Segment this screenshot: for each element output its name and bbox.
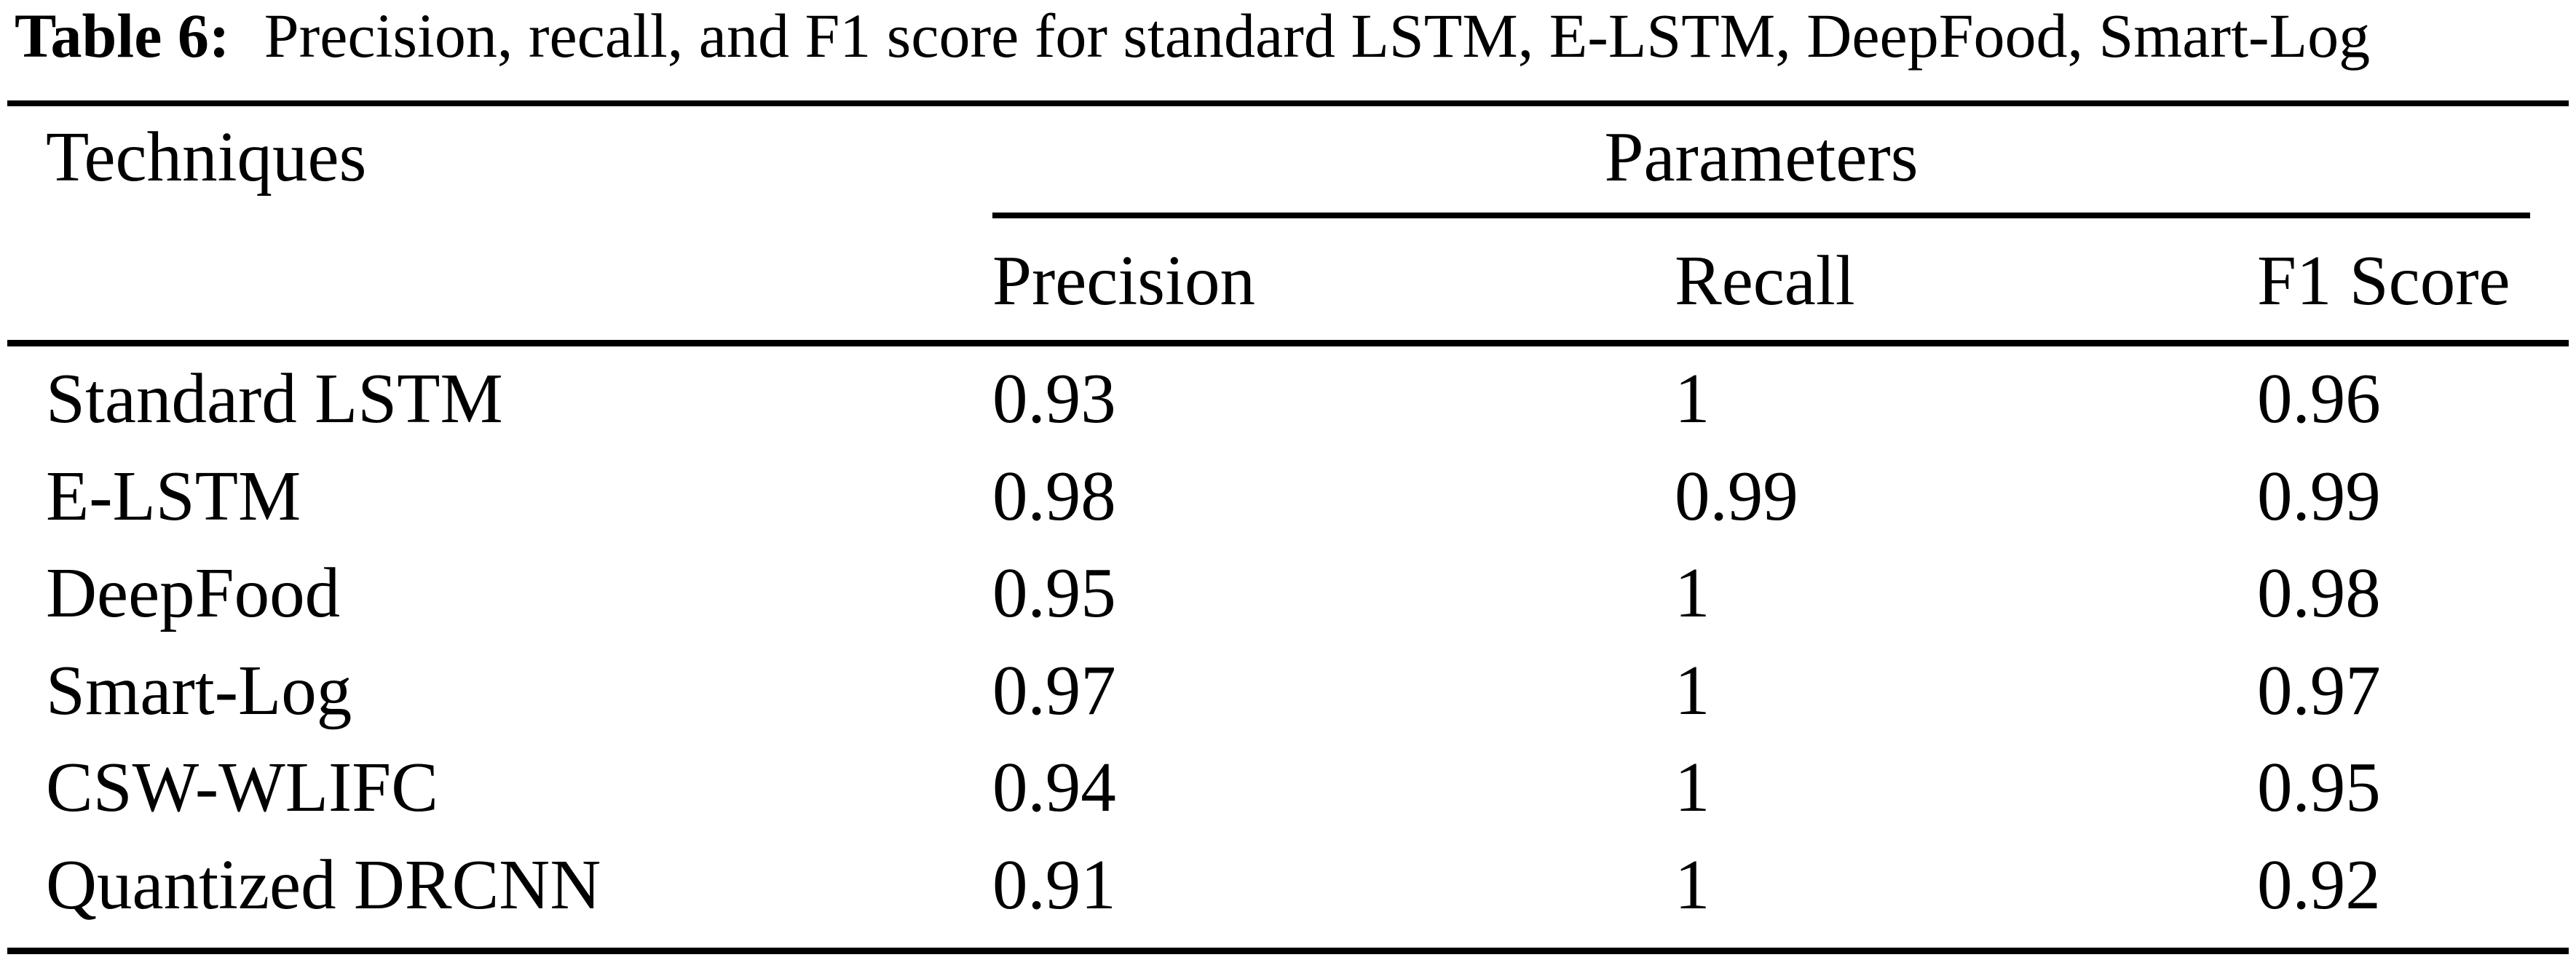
cell-recall: 1 (1675, 846, 1710, 924)
cell-technique: Quantized DRCNN (46, 846, 601, 924)
table-row: Standard LSTM 0.93 1 0.96 (0, 363, 2576, 465)
cell-f1-score: 0.95 (2257, 748, 2381, 826)
table-bottom-rule (7, 948, 2569, 954)
column-header-recall: Recall (1675, 242, 1855, 320)
cell-recall: 1 (1675, 360, 1710, 437)
header-row-groups: Techniques Parameters (0, 122, 2576, 223)
table-row: Smart-Log 0.97 1 0.97 (0, 655, 2576, 757)
parameters-group-rule (992, 213, 2530, 218)
cell-recall: 1 (1675, 554, 1710, 632)
cell-technique: Standard LSTM (46, 360, 503, 437)
cell-precision: 0.93 (992, 360, 1116, 437)
table-caption: Table 6: Precision, recall, and F1 score … (15, 0, 2370, 77)
cell-precision: 0.94 (992, 748, 1116, 826)
group-header-parameters: Parameters (1604, 118, 1919, 196)
cell-f1-score: 0.99 (2257, 457, 2381, 535)
cell-recall: 0.99 (1675, 457, 1798, 535)
cell-technique: DeepFood (46, 554, 341, 632)
table-top-rule (7, 100, 2569, 106)
cell-precision: 0.98 (992, 457, 1116, 535)
cell-precision: 0.95 (992, 554, 1116, 632)
column-header-techniques: Techniques (46, 118, 367, 196)
column-header-precision: Precision (992, 242, 1256, 320)
cell-recall: 1 (1675, 748, 1710, 826)
cell-recall: 1 (1675, 651, 1710, 729)
cell-precision: 0.91 (992, 846, 1116, 924)
table-row: CSW-WLIFC 0.94 1 0.95 (0, 752, 2576, 854)
cell-f1-score: 0.96 (2257, 360, 2381, 437)
table-row: DeepFood 0.95 1 0.98 (0, 558, 2576, 659)
cell-technique: Smart-Log (46, 651, 352, 729)
column-header-f1-score: F1 Score (2257, 242, 2510, 320)
table-caption-text: Precision, recall, and F1 score for stan… (264, 1, 2371, 71)
table-row: Quantized DRCNN 0.91 1 0.92 (0, 849, 2576, 951)
cell-technique: CSW-WLIFC (46, 748, 438, 826)
cell-f1-score: 0.92 (2257, 846, 2381, 924)
header-bottom-rule (7, 340, 2569, 346)
cell-technique: E-LSTM (46, 457, 301, 535)
header-row-parameters: Precision Recall F1 Score (0, 245, 2576, 347)
cell-precision: 0.97 (992, 651, 1116, 729)
table-caption-label: Table 6: (15, 1, 230, 71)
cell-f1-score: 0.97 (2257, 651, 2381, 729)
cell-f1-score: 0.98 (2257, 554, 2381, 632)
table-row: E-LSTM 0.98 0.99 0.99 (0, 461, 2576, 563)
